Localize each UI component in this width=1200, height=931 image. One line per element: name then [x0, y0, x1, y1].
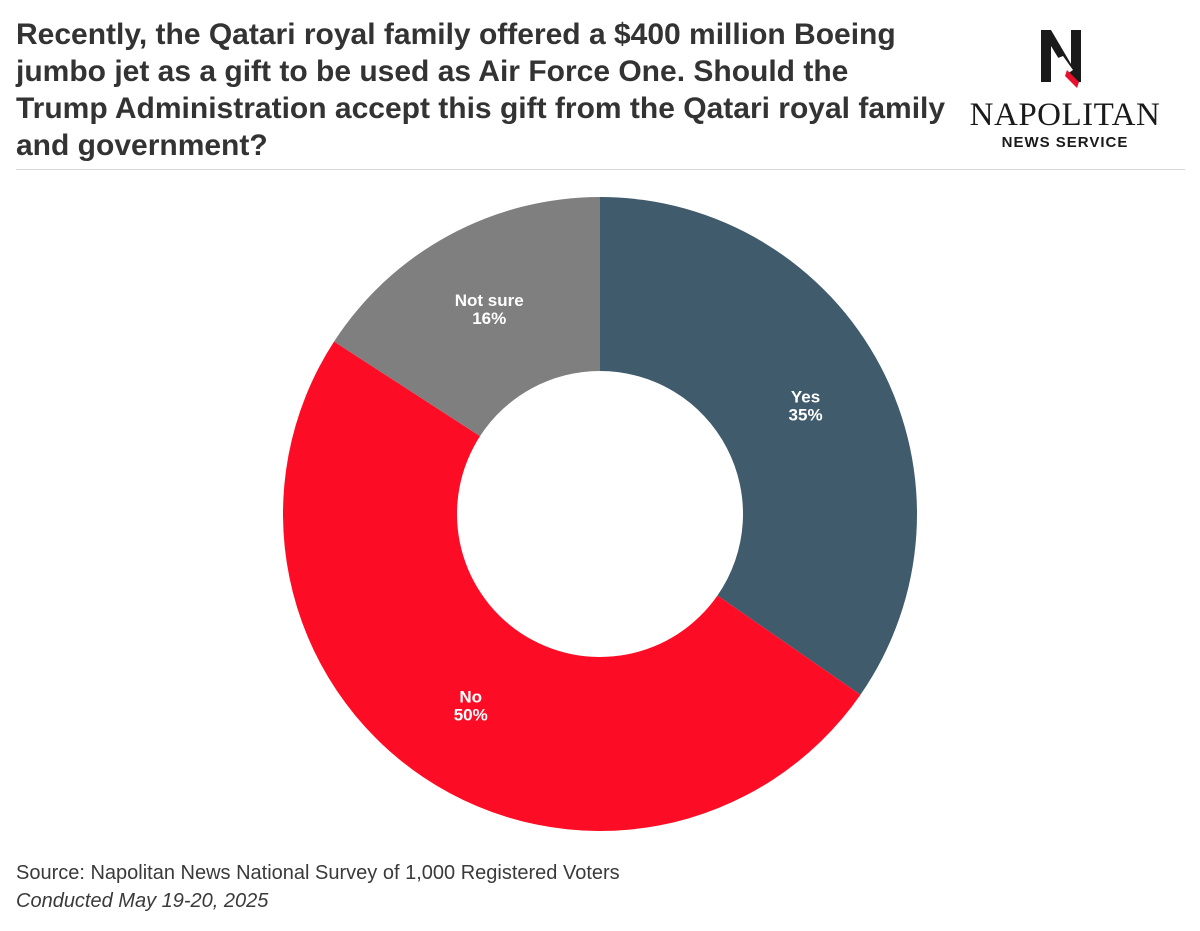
chart-title: Recently, the Qatari royal family offere… [16, 18, 946, 162]
slice-category-label: Not sure [455, 291, 524, 310]
slice-label: Yes 35% [789, 387, 823, 424]
slice-value-label: 50% [454, 706, 488, 725]
survey-date: Conducted May 19-20, 2025 [16, 890, 269, 912]
slice-value-label: 16% [472, 309, 506, 328]
slice-value-label: 35% [789, 405, 823, 424]
donut-slice-no [282, 341, 861, 832]
title-divider [16, 169, 1185, 170]
logo-subtitle: NEWS SERVICE [1001, 134, 1129, 151]
slice-category-label: Yes [791, 387, 820, 406]
napolitan-logo-icon [1041, 30, 1081, 88]
slice-label: No 50% [454, 688, 488, 725]
donut-slice-yes [600, 197, 918, 695]
logo-name: NAPOLITAN [969, 97, 1161, 133]
slice-label: Not sure 16% [455, 291, 524, 328]
brand-logo: NAPOLITAN NEWS SERVICE [965, 26, 1165, 156]
slice-category-label: No [459, 688, 482, 707]
donut-chart: Yes 35% No 50% Not sure 16% [282, 197, 918, 832]
source-note: Source: Napolitan News National Survey o… [16, 862, 620, 884]
donut-slice-not-sure [334, 197, 600, 437]
